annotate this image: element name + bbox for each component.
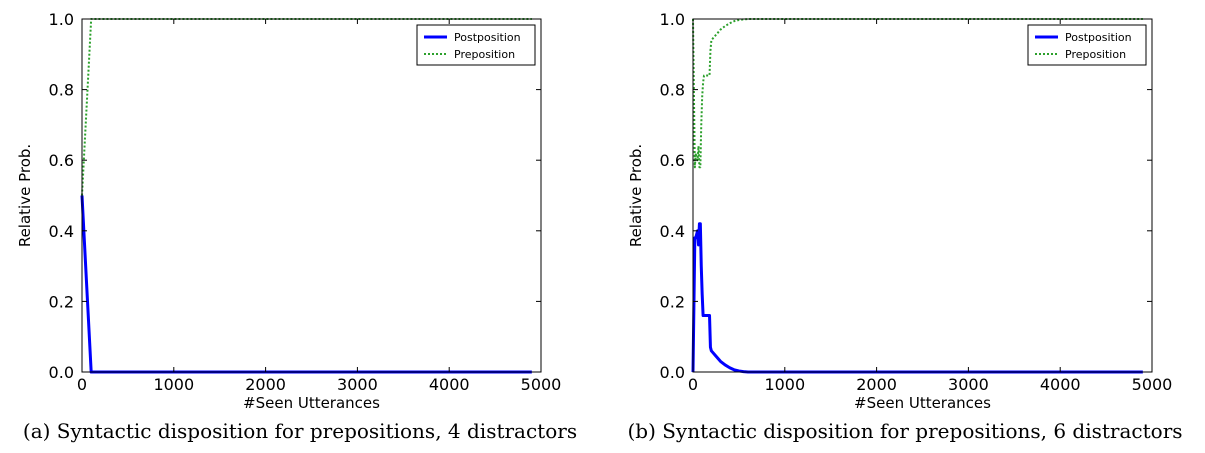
series-line-postposition bbox=[80, 195, 532, 374]
chart-panel-a: 0 1000 2000 3000 4000 5000 0.0 0.2 0.4 0.6 0.8 1.0 #… bbox=[0, 0, 600, 453]
legend-label-preposition: Preposition bbox=[454, 48, 515, 61]
y-tick-label: 0.6 bbox=[660, 151, 685, 170]
legend-box bbox=[1027, 24, 1147, 66]
caption-b: (b) Syntactic disposition for prepositio… bbox=[627, 419, 1183, 443]
y-tick-label: 0.0 bbox=[660, 363, 685, 382]
y-axis-label: Relative Prob. bbox=[16, 144, 34, 247]
chart-b: 0 1000 2000 3000 4000 5000 0.0 0.2 0.4 0.6 0.8 1.0 #… bbox=[627, 10, 1173, 412]
chart-panel-b: 0 1000 2000 3000 4000 5000 0.0 0.2 0.4 0.6 0.8 1.0 #… bbox=[605, 0, 1205, 453]
series-line-postposition bbox=[691, 222, 1143, 374]
x-tick-label: 4000 bbox=[1040, 375, 1081, 394]
x-tick-label: 3000 bbox=[948, 375, 989, 394]
y-tick-label: 0.2 bbox=[49, 292, 74, 311]
x-tick-label: 0 bbox=[688, 375, 698, 394]
y-tick-label: 1.0 bbox=[660, 10, 685, 29]
y-tick-label: 0.2 bbox=[660, 292, 685, 311]
x-tick-label: 0 bbox=[77, 375, 87, 394]
x-tick-label: 2000 bbox=[245, 375, 286, 394]
y-tick-label: 0.8 bbox=[660, 81, 685, 100]
x-tick-label: 4000 bbox=[429, 375, 470, 394]
x-tick-label: 5000 bbox=[521, 375, 562, 394]
y-tick-label: 0.4 bbox=[49, 222, 74, 241]
legend-box bbox=[416, 24, 536, 66]
y-tick-label: 0.0 bbox=[49, 363, 74, 382]
legend-label-postposition: Postposition bbox=[1065, 31, 1132, 44]
x-tick-label: 1000 bbox=[764, 375, 805, 394]
y-tick-label: 0.4 bbox=[660, 222, 685, 241]
series-line-preposition bbox=[692, 18, 1143, 169]
x-tick-label: 1000 bbox=[153, 375, 194, 394]
y-axis-label: Relative Prob. bbox=[627, 144, 645, 247]
y-tick-label: 1.0 bbox=[49, 10, 74, 29]
plot-frame bbox=[81, 18, 542, 373]
legend-label-preposition: Preposition bbox=[1065, 48, 1126, 61]
plot-frame bbox=[692, 18, 1153, 373]
caption-a: (a) Syntactic disposition for prepositio… bbox=[22, 419, 578, 443]
x-axis-label: #Seen Utterances bbox=[854, 394, 991, 412]
chart-a: 0 1000 2000 3000 4000 5000 0.0 0.2 0.4 0.6 0.8 1.0 #… bbox=[16, 10, 562, 412]
x-axis-label: #Seen Utterances bbox=[243, 394, 380, 412]
x-tick-label: 3000 bbox=[337, 375, 378, 394]
legend-label-postposition: Postposition bbox=[454, 31, 521, 44]
y-tick-label: 0.6 bbox=[49, 151, 74, 170]
y-tick-label: 0.8 bbox=[49, 81, 74, 100]
x-tick-label: 2000 bbox=[856, 375, 897, 394]
x-tick-label: 5000 bbox=[1132, 375, 1173, 394]
